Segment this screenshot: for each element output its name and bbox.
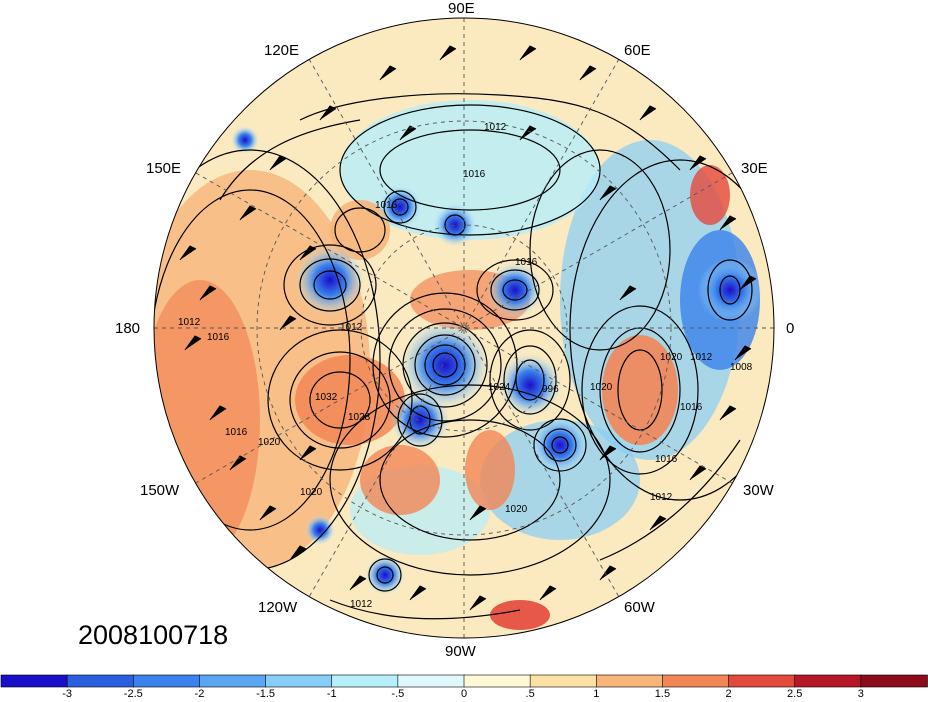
colorbar-tick-label: 2 — [725, 688, 732, 700]
colorbar-tick-label: -2 — [194, 688, 205, 700]
lon-label-60E: 60E — [624, 42, 651, 59]
colorbar-tick-label: -2.5 — [123, 688, 143, 700]
isobars — [154, 93, 774, 620]
lon-label-60W: 60W — [624, 599, 655, 616]
colorbar-swatch — [265, 674, 333, 688]
contour-label: 1012 — [650, 492, 673, 503]
colorbar-swatch — [463, 674, 531, 688]
contour-label: 1012 — [340, 322, 363, 333]
colorbar-swatch — [66, 674, 135, 688]
colorbar-swatch — [397, 674, 465, 688]
colorbar-tick-label: 2.5 — [787, 688, 803, 700]
lon-label-120W: 120W — [258, 599, 298, 616]
colorbar-swatch — [0, 674, 68, 688]
contour-label: 1016 — [655, 454, 678, 465]
contour-label: 1016 — [225, 427, 248, 438]
contour-label: 1012 — [178, 317, 201, 328]
colorbar-swatch — [794, 674, 862, 688]
lon-label-150W: 150W — [140, 482, 180, 499]
graticule — [154, 18, 774, 638]
lon-label-150E: 150E — [146, 160, 182, 177]
colorbar-swatch — [529, 674, 598, 688]
wind-barbs — [179, 45, 757, 611]
colorbar-tick-label: 1 — [593, 688, 600, 700]
contour-label: 1016 — [375, 200, 398, 211]
colorbar — [0, 674, 928, 688]
colorbar-swatch — [595, 674, 664, 688]
contour-label: 1012 — [690, 352, 713, 363]
contour-label: 1016 — [515, 257, 538, 268]
contour-label: 1032 — [315, 392, 338, 403]
contour-label: 1016 — [463, 169, 486, 180]
lon-label-90W: 90W — [445, 643, 476, 660]
contour-label: 1016 — [680, 402, 703, 413]
contour-label: 1028 — [348, 412, 371, 423]
colorbar-swatch — [132, 674, 201, 688]
contour-label: 1020 — [300, 487, 323, 498]
anomaly-field — [154, 18, 774, 638]
colorbar-swatch — [662, 674, 730, 688]
colorbar-tick-label: -1 — [326, 688, 337, 700]
contour-label-group: 1012 1016 1016 1016 1012 1016 1020 1028 … — [178, 122, 753, 610]
colorbar-swatch — [860, 674, 928, 688]
contour-label: 1020 — [258, 437, 281, 448]
lon-label-30E: 30E — [741, 160, 768, 177]
colorbar-tick-label: 1.5 — [654, 688, 671, 700]
colorbar-swatch — [728, 674, 796, 688]
lon-label-120E: 120E — [264, 42, 300, 59]
lon-label-90E: 90E — [448, 0, 475, 17]
timestamp-label: 2008100718 — [78, 620, 229, 650]
contour-label: 1020 — [590, 382, 613, 393]
colorbar-swatch — [199, 674, 267, 688]
contour-label: 1020 — [660, 352, 683, 363]
contour-label: 1024 — [488, 382, 511, 393]
contour-label: 1008 — [730, 362, 753, 373]
colorbar-tick-label: -3 — [62, 688, 73, 700]
contour-label: 1020 — [505, 504, 528, 515]
colorbar-tick-label: 3 — [857, 688, 864, 700]
lon-label-0: 0 — [786, 320, 795, 337]
colorbar-tick-label: -1.5 — [256, 688, 276, 700]
colorbar-tick-label: 0 — [460, 688, 468, 700]
colorbar-swatch — [331, 674, 399, 688]
lon-label-180: 180 — [115, 320, 141, 337]
contour-label: 1012 — [484, 122, 507, 133]
map-boundary — [153, 17, 775, 639]
contour-label: 996 — [542, 384, 559, 395]
contour-label: 1012 — [350, 599, 373, 610]
contour-label: 1016 — [207, 332, 230, 343]
colorbar-tick-label: -.5 — [391, 688, 405, 700]
colorbar-tick-label: .5 — [525, 688, 535, 700]
lon-label-30W: 30W — [743, 482, 774, 499]
